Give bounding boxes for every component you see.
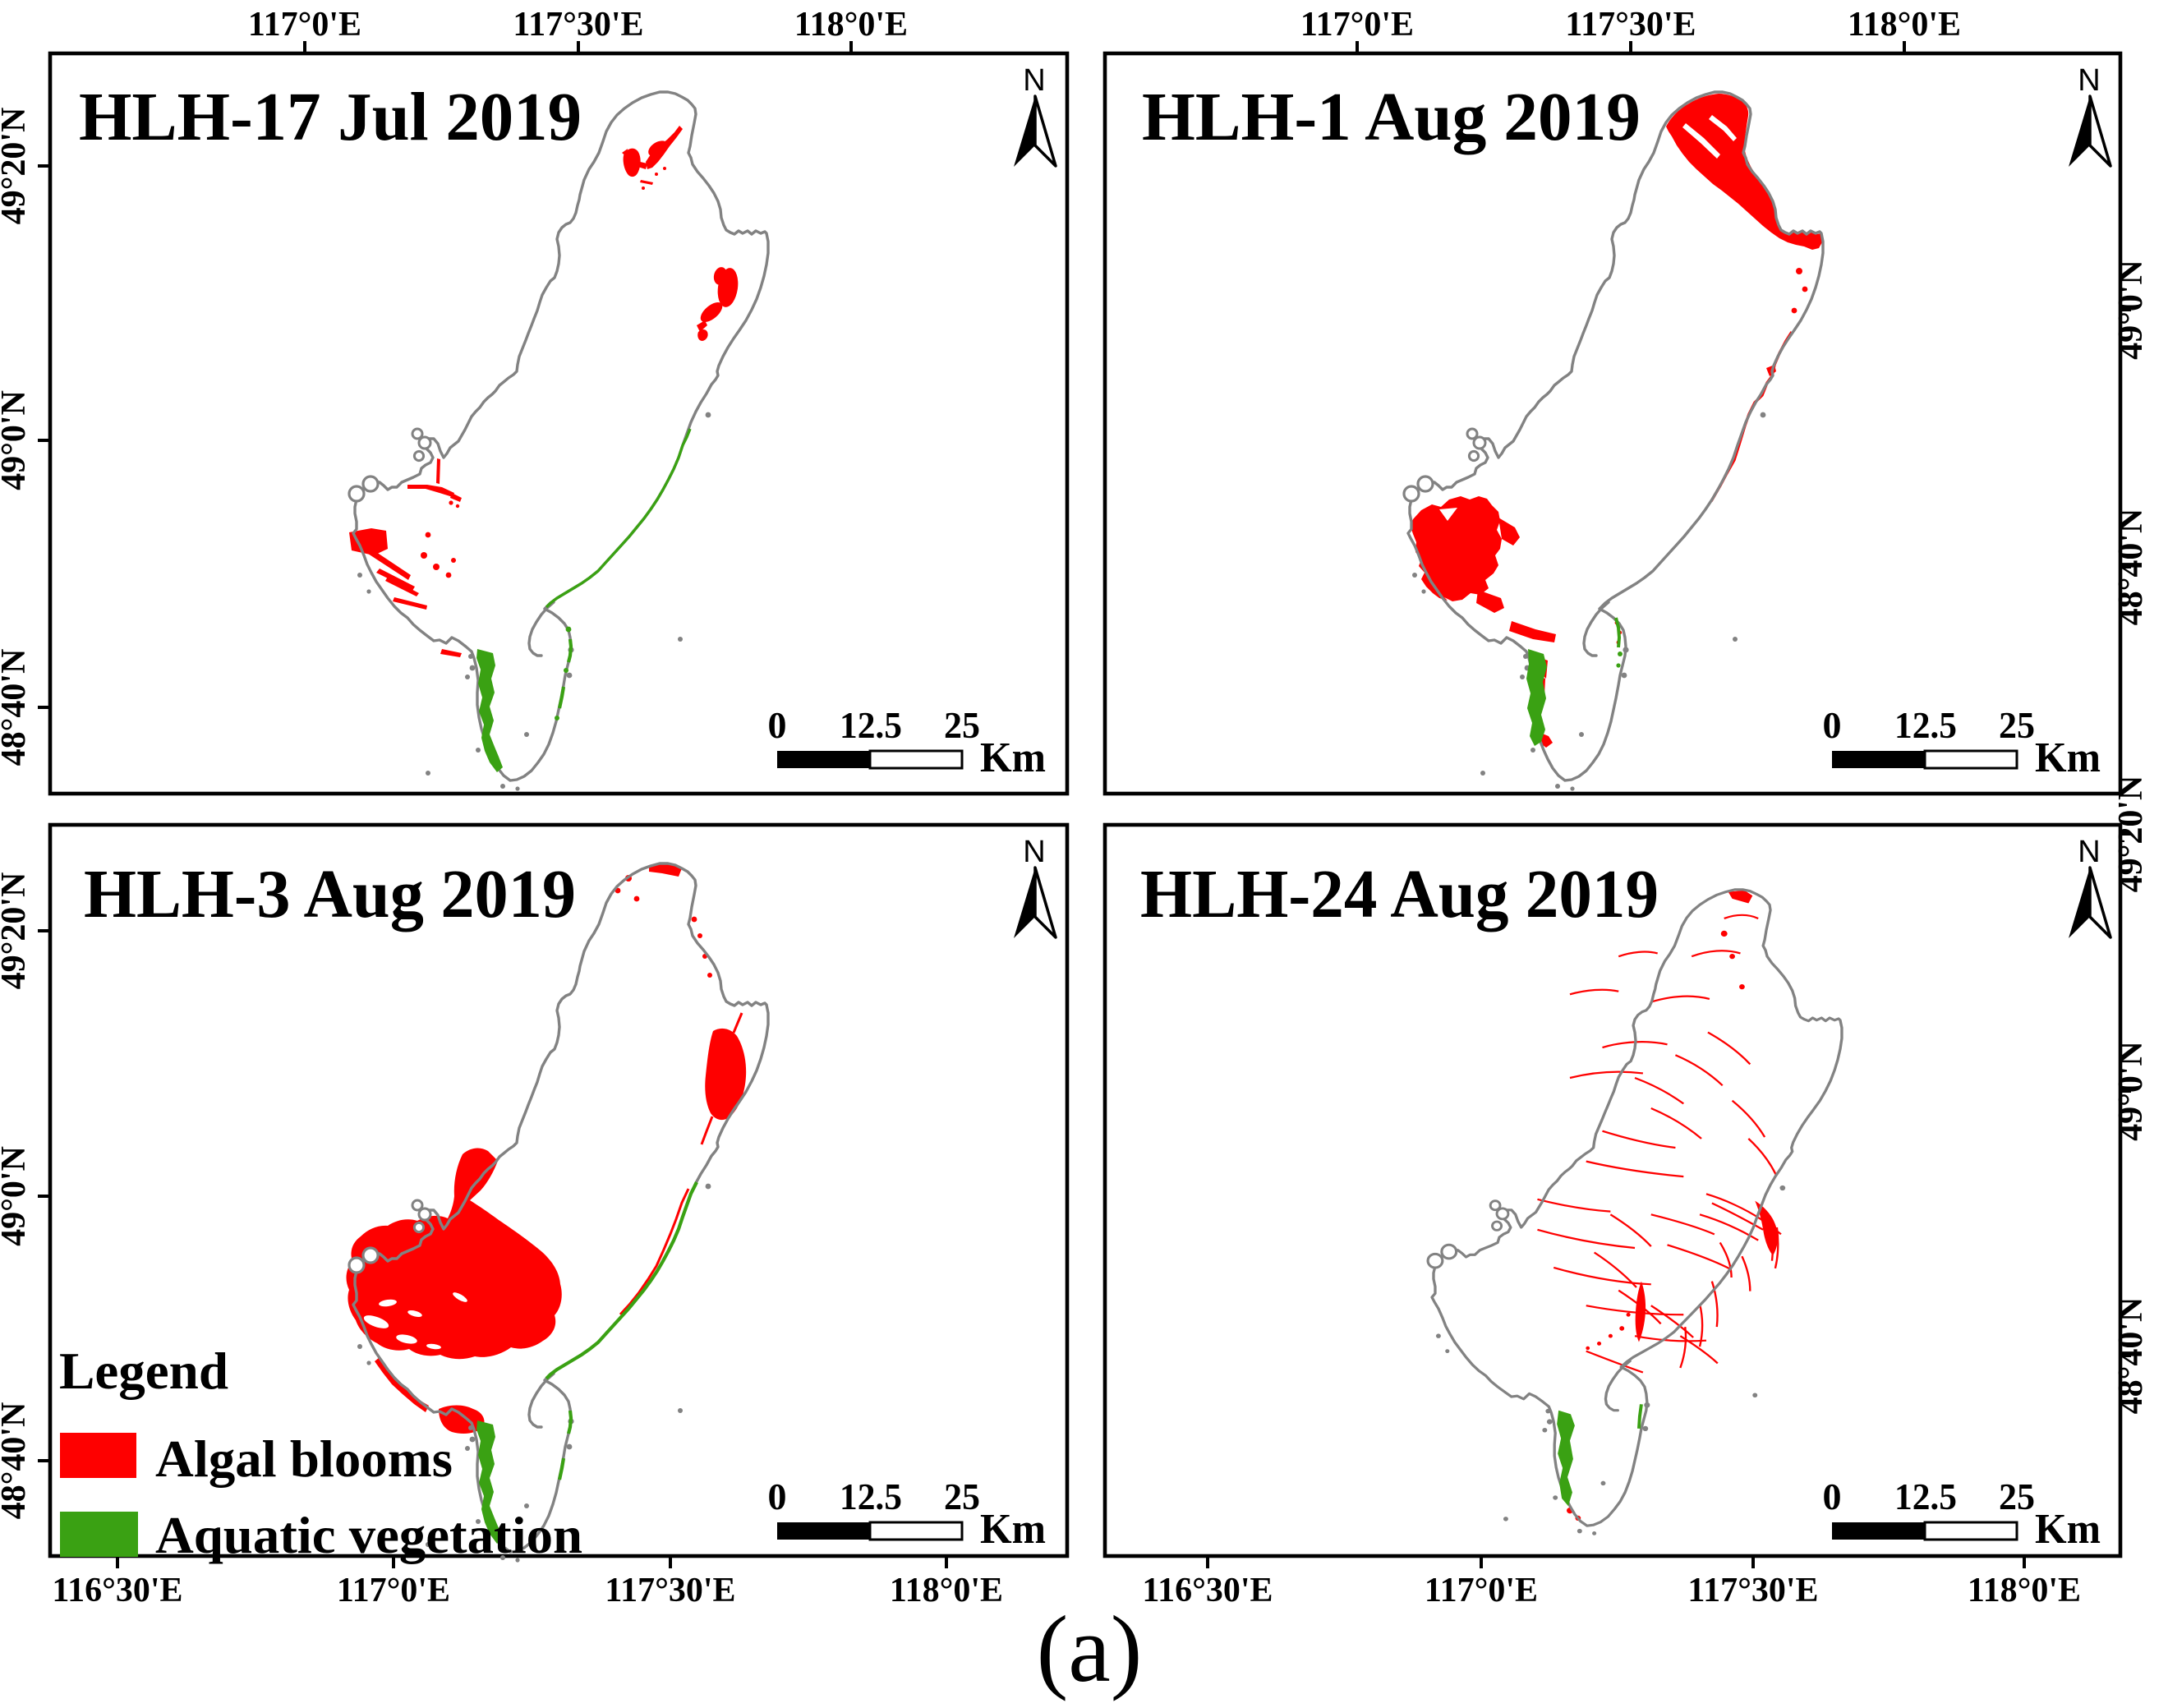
svg-text:116°30'E: 116°30'E: [52, 1572, 182, 1609]
svg-text:49°20'N: 49°20'N: [0, 108, 33, 225]
svg-text:117°0'E: 117°0'E: [1300, 6, 1414, 44]
svg-text:49°0'N: 49°0'N: [0, 1146, 33, 1246]
svg-text:48°40'N: 48°40'N: [0, 649, 33, 767]
svg-text:118°0'E: 118°0'E: [1848, 6, 1961, 44]
svg-text:118°0'E: 118°0'E: [1968, 1572, 2081, 1609]
svg-text:49°20'N: 49°20'N: [0, 872, 33, 990]
svg-text:117°30'E: 117°30'E: [513, 6, 643, 44]
svg-text:118°0'E: 118°0'E: [794, 6, 908, 44]
svg-text:117°30'E: 117°30'E: [1565, 6, 1696, 44]
svg-text:HLH-3 Aug 2019: HLH-3 Aug 2019: [84, 856, 576, 932]
svg-text:49°0'N: 49°0'N: [2112, 1041, 2150, 1141]
svg-text:Legend: Legend: [59, 1342, 228, 1400]
svg-text:117°30'E: 117°30'E: [1687, 1572, 1818, 1609]
svg-text:HLH-24 Aug 2019: HLH-24 Aug 2019: [1140, 856, 1659, 932]
svg-text:49°0'N: 49°0'N: [2112, 260, 2150, 360]
svg-text:117°0'E: 117°0'E: [1425, 1572, 1538, 1609]
svg-text:(a): (a): [1037, 1597, 1143, 1702]
svg-text:48°40'N: 48°40'N: [2112, 1297, 2150, 1415]
svg-text:117°0'E: 117°0'E: [337, 1572, 450, 1609]
svg-text:49°0'N: 49°0'N: [0, 390, 33, 490]
svg-text:48°40'N: 48°40'N: [2112, 509, 2150, 626]
svg-text:HLH-17 Jul 2019: HLH-17 Jul 2019: [79, 79, 582, 155]
svg-text:117°0'E: 117°0'E: [248, 6, 361, 44]
svg-text:116°30'E: 116°30'E: [1142, 1572, 1273, 1609]
svg-text:118°0'E: 118°0'E: [890, 1572, 1003, 1609]
svg-text:Algal blooms: Algal blooms: [155, 1430, 453, 1488]
svg-text:48°40'N: 48°40'N: [0, 1402, 33, 1520]
svg-text:Aquatic vegetation: Aquatic vegetation: [155, 1507, 582, 1564]
svg-text:49°20'N: 49°20'N: [2112, 776, 2150, 893]
svg-text:HLH-1 Aug 2019: HLH-1 Aug 2019: [1142, 79, 1641, 155]
svg-text:117°30'E: 117°30'E: [605, 1572, 735, 1609]
